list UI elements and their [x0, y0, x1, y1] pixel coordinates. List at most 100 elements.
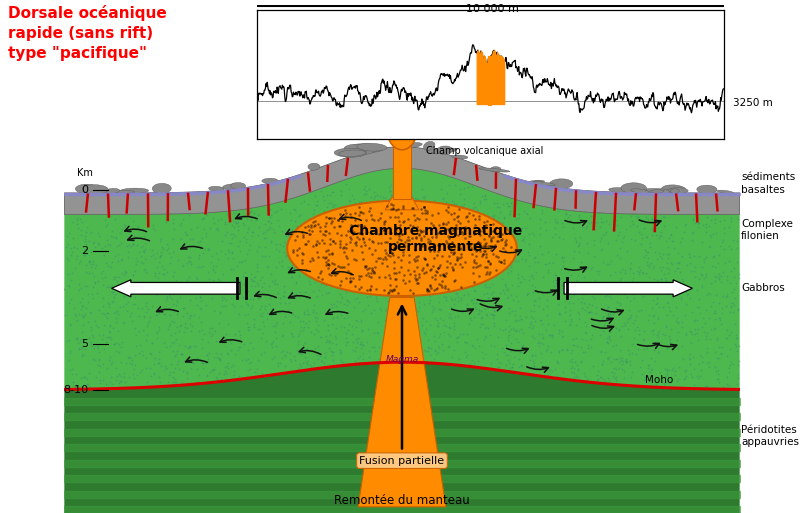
Point — [347, 303, 360, 311]
Point — [724, 267, 736, 275]
Point — [499, 240, 512, 248]
Point — [654, 231, 666, 240]
Point — [707, 277, 720, 285]
Point — [454, 202, 467, 210]
Point — [402, 224, 415, 232]
Point — [481, 324, 494, 332]
Point — [447, 287, 460, 295]
Point — [582, 308, 595, 317]
Point — [443, 324, 456, 332]
Point — [731, 306, 744, 314]
Point — [660, 369, 673, 378]
Point — [668, 367, 681, 376]
Point — [376, 228, 389, 236]
Point — [674, 295, 687, 304]
Point — [527, 362, 540, 370]
Point — [79, 245, 92, 253]
Point — [691, 360, 704, 368]
Point — [414, 240, 426, 248]
Point — [432, 263, 445, 271]
Point — [322, 229, 335, 237]
Point — [245, 304, 258, 312]
Point — [325, 259, 338, 267]
Point — [450, 256, 463, 264]
Point — [96, 281, 109, 289]
Point — [344, 270, 357, 279]
Point — [703, 216, 716, 224]
Point — [601, 292, 614, 300]
Point — [112, 273, 125, 281]
Point — [493, 246, 506, 254]
Point — [291, 222, 304, 230]
Point — [501, 285, 514, 293]
Point — [705, 262, 718, 270]
Point — [169, 276, 182, 284]
Point — [259, 290, 272, 299]
Point — [354, 316, 367, 324]
Point — [201, 358, 214, 366]
Point — [349, 273, 361, 282]
Point — [344, 278, 357, 286]
Point — [198, 330, 210, 338]
Point — [254, 325, 267, 333]
Point — [349, 216, 361, 224]
Point — [601, 374, 613, 382]
Point — [724, 302, 737, 310]
Point — [702, 242, 715, 250]
Point — [324, 214, 337, 223]
Point — [234, 258, 247, 266]
Point — [144, 313, 157, 322]
Point — [325, 320, 338, 328]
Point — [508, 227, 521, 235]
Point — [436, 346, 449, 354]
Point — [649, 380, 662, 388]
Point — [731, 373, 744, 382]
Point — [177, 328, 190, 336]
Point — [243, 241, 256, 249]
Point — [461, 256, 474, 264]
Point — [190, 272, 202, 281]
Point — [193, 371, 206, 380]
Point — [647, 311, 660, 320]
Ellipse shape — [87, 188, 116, 194]
Point — [365, 264, 377, 272]
Point — [700, 348, 713, 356]
Point — [85, 263, 98, 271]
Point — [320, 203, 333, 211]
Point — [176, 312, 189, 320]
Point — [163, 311, 176, 320]
Point — [509, 215, 522, 224]
Point — [713, 316, 726, 324]
Point — [308, 221, 321, 229]
Point — [142, 284, 155, 292]
Point — [166, 235, 179, 243]
Point — [415, 185, 428, 193]
Point — [507, 307, 520, 315]
Point — [454, 228, 467, 236]
Point — [434, 258, 446, 266]
Point — [696, 258, 709, 266]
Point — [392, 337, 405, 345]
Point — [305, 227, 318, 235]
Point — [454, 263, 467, 271]
Point — [515, 278, 528, 286]
Point — [368, 274, 381, 283]
Point — [389, 223, 402, 231]
Point — [660, 264, 673, 272]
Point — [343, 240, 356, 248]
Point — [489, 266, 502, 274]
Point — [413, 303, 426, 311]
Point — [442, 285, 454, 293]
Point — [309, 325, 322, 333]
Point — [646, 319, 659, 327]
Point — [591, 270, 604, 278]
Point — [243, 295, 256, 303]
Point — [410, 263, 423, 271]
Point — [227, 223, 240, 231]
Point — [75, 311, 88, 319]
Point — [498, 325, 511, 333]
Point — [58, 285, 71, 293]
Point — [451, 231, 464, 239]
Point — [300, 319, 312, 327]
Point — [79, 282, 92, 290]
